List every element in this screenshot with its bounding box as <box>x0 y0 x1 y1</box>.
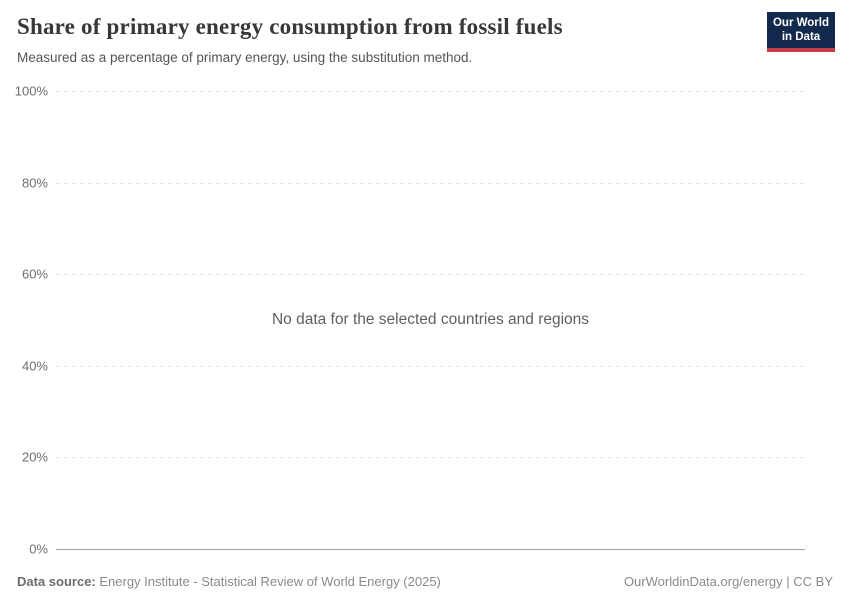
chart-header: Share of primary energy consumption from… <box>17 14 750 65</box>
y-gridline <box>56 365 805 367</box>
no-data-message: No data for the selected countries and r… <box>271 311 590 328</box>
y-axis-tick-label: 100% <box>14 83 48 99</box>
attribution-link[interactable]: OurWorldinData.org/energy | CC BY <box>623 574 833 589</box>
y-gridline <box>56 182 805 184</box>
y-gridline <box>56 91 805 92</box>
chart-title: Share of primary energy consumption from… <box>17 14 563 39</box>
plot-area: No data for the selected countries and r… <box>15 84 805 557</box>
owid-logo-line2: in Data <box>781 31 821 43</box>
y-axis-tick-label: 40% <box>21 358 48 374</box>
y-axis-tick-label: 60% <box>21 266 48 282</box>
y-gridline <box>56 457 805 459</box>
data-source: Data source: Energy Institute - Statisti… <box>17 574 441 589</box>
x-axis-baseline <box>56 549 805 550</box>
data-source-label: Data source: <box>17 574 96 589</box>
y-axis-tick-label: 20% <box>21 449 48 465</box>
chart-footer: Data source: Energy Institute - Statisti… <box>17 574 833 589</box>
owid-logo-line1: Our World <box>772 16 829 29</box>
owid-logo-text: Our World in Data <box>767 12 835 48</box>
data-source-value: Energy Institute - Statistical Review of… <box>95 574 441 589</box>
y-gridline <box>56 274 805 276</box>
chart-subtitle: Measured as a percentage of primary ener… <box>17 50 473 65</box>
owid-logo[interactable]: Our World in Data <box>767 12 835 52</box>
owid-logo-red-bar <box>767 48 835 52</box>
y-axis-tick-label: 80% <box>21 175 48 191</box>
y-axis-tick-label: 0% <box>29 541 48 557</box>
